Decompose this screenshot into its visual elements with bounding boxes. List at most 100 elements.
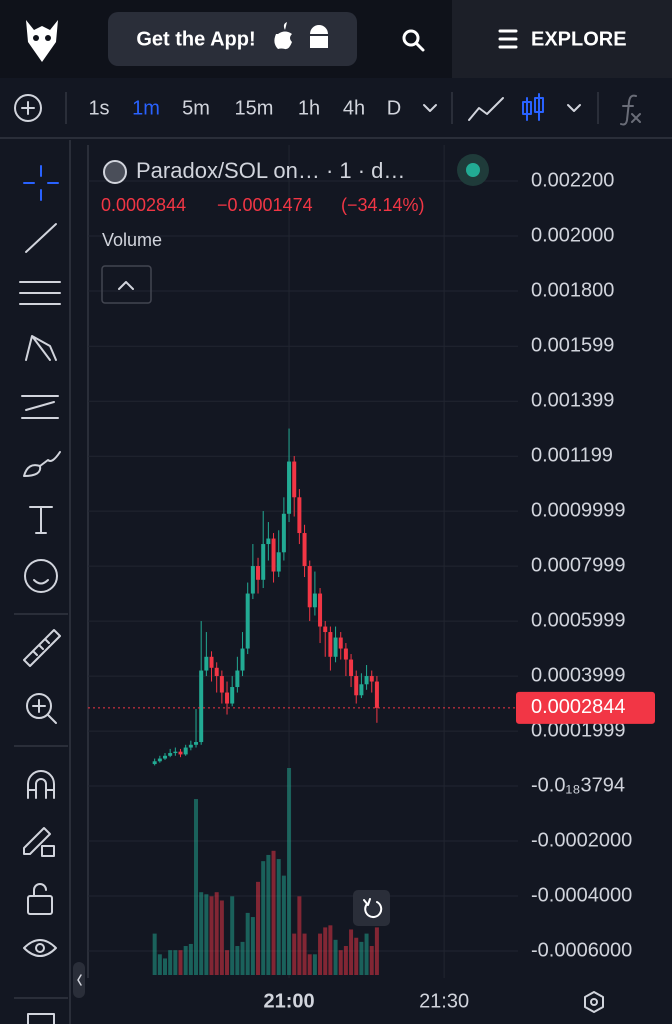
volume-bar: [287, 768, 292, 975]
volume-bar: [297, 896, 302, 975]
logo[interactable]: [26, 20, 58, 62]
candle-body: [287, 461, 292, 514]
add-icon[interactable]: [14, 94, 42, 122]
intervals: 1s 1m 5m 15m 1h 4h D: [88, 97, 401, 119]
candle-body: [343, 648, 348, 660]
candle-body: [214, 667, 219, 677]
explore-button[interactable]: [452, 0, 672, 78]
candle-body: [183, 747, 188, 755]
volume-bar: [292, 933, 297, 975]
app-button[interactable]: [108, 12, 357, 66]
candle-body: [323, 626, 328, 633]
volume-bar: [343, 946, 348, 975]
volume-bar: [168, 950, 173, 975]
volume-bar: [194, 799, 199, 975]
volume-bar: [204, 894, 209, 975]
text-tool[interactable]: [29, 506, 53, 534]
interval[interactable]: 1s: [88, 97, 109, 119]
sidebar-toggle[interactable]: [73, 962, 85, 998]
candle-body: [199, 670, 204, 743]
candle-icon-body: [534, 97, 544, 113]
menu-icon: [498, 29, 518, 49]
line-chart-icon[interactable]: [468, 97, 504, 121]
chevron[interactable]: [567, 104, 581, 112]
trash-tool[interactable]: [27, 1013, 55, 1024]
interval[interactable]: 5m: [182, 97, 210, 119]
candle-body: [188, 744, 193, 748]
legend-change: −0.0001474: [217, 195, 313, 215]
interval[interactable]: D: [387, 97, 401, 119]
volume-bar: [323, 927, 328, 975]
unlock-shackle: [33, 883, 47, 897]
candle-body: [281, 513, 286, 553]
volume-bar: [199, 892, 204, 975]
cross-tool[interactable]: [23, 165, 59, 201]
y-tick-label: 0.0009999: [531, 499, 626, 521]
volume-bar: [173, 950, 178, 975]
last-price-label: 0.0002844: [531, 696, 626, 718]
candle-body: [276, 552, 281, 572]
volume-bar: [152, 933, 157, 975]
magnet-tool[interactable]: [27, 770, 55, 799]
candle-body: [364, 676, 369, 685]
axes: 0.002200 0.002000 0.001800 0.001599 0.001399…: [263, 169, 655, 1012]
candle-body: [230, 687, 235, 704]
y-tick-label: 0.002200: [531, 169, 614, 191]
brush-tool[interactable]: [23, 451, 61, 477]
candle-body: [369, 676, 374, 682]
trend-tool[interactable]: [25, 223, 57, 253]
volume-bar: [302, 933, 307, 975]
y-tick-label: 0.001399: [531, 390, 614, 412]
token-icon: [103, 160, 127, 184]
legend-last: 0.0002844: [101, 195, 186, 215]
candle-body: [374, 681, 379, 708]
zoom-tool[interactable]: [26, 693, 52, 719]
volume-bar: [250, 917, 255, 975]
volume-bar: [245, 912, 250, 975]
volume-bar: [364, 933, 369, 975]
unlock-tool[interactable]: [27, 895, 53, 915]
candle-body: [225, 692, 230, 704]
fib-tool[interactable]: [19, 281, 61, 305]
y-tick-label: -0.0006000: [531, 939, 632, 961]
pattern-tool[interactable]: [25, 335, 57, 361]
y-tick-label: 0.0003999: [531, 664, 626, 686]
ruler-tool[interactable]: [23, 629, 61, 667]
volume-bar: [338, 950, 343, 975]
y-tick-label: 0.001800: [531, 279, 614, 301]
candle-body: [354, 676, 359, 696]
candle-body: [240, 648, 245, 671]
volume-bar: [240, 941, 245, 975]
interval[interactable]: 4h: [343, 97, 365, 119]
legend-change-pct: (−34.14%): [341, 195, 425, 215]
chevron[interactable]: [423, 104, 437, 112]
interval[interactable]: 1m: [132, 97, 160, 119]
volume-bar: [359, 941, 364, 975]
volume-bar: [183, 946, 188, 975]
emoji-tool[interactable]: [24, 559, 58, 593]
interval[interactable]: 1h: [298, 97, 320, 119]
lock-draw-tool[interactable]: [23, 827, 51, 855]
y-tick-label: 0.001199: [531, 445, 613, 467]
x-tick-label: 21:00: [263, 990, 314, 1012]
legend-title[interactable]: Paradox/SOL on… · 1 · d…: [136, 158, 405, 183]
collapse-arrow: [118, 281, 134, 290]
prediction-tool[interactable]: [21, 395, 59, 419]
candle-body: [307, 566, 312, 608]
reset-button[interactable]: [353, 890, 390, 926]
volume-bar: [276, 859, 281, 975]
settings-icon[interactable]: [584, 991, 604, 1013]
candle-body: [157, 758, 162, 762]
candle-body: [194, 742, 199, 745]
interval[interactable]: 15m: [235, 97, 274, 119]
apple-icon: [274, 22, 292, 50]
volume-bar: [261, 861, 266, 975]
hide-tool[interactable]: [23, 939, 57, 957]
search-icon[interactable]: [402, 29, 420, 47]
indicators-icon[interactable]: [620, 94, 641, 126]
collapse-button[interactable]: [101, 265, 152, 304]
candle-body: [312, 593, 317, 608]
settings-icon-center: [590, 998, 598, 1006]
sidebar-toggle-arrow: [77, 974, 82, 986]
volume-bar: [349, 929, 354, 975]
